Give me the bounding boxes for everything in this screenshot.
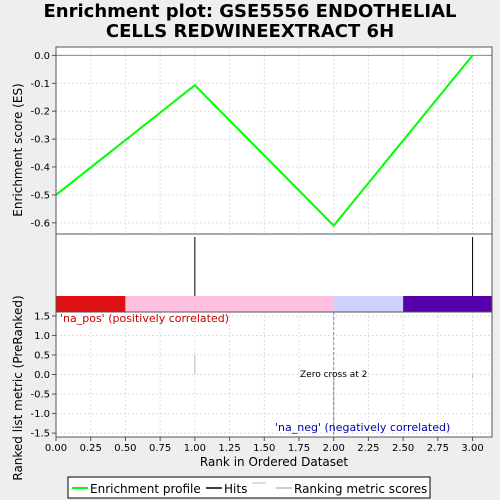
metric-y-tick-label: 1.0 bbox=[34, 331, 50, 342]
x-tick-label: 0.50 bbox=[114, 443, 136, 454]
x-tick-label: 3.00 bbox=[461, 443, 483, 454]
x-tick-label: 2.25 bbox=[357, 443, 379, 454]
es-y-ticks: 0.0 -0.1 -0.2 -0.3 -0.4 -0.5 -0.6 bbox=[30, 51, 56, 229]
enrichment-profile-line bbox=[55, 54, 474, 228]
na-pos-label: 'na_pos' (positively correlated) bbox=[60, 312, 229, 325]
metric-y-ticks: 1.5 1.0 0.5 0.0 -0.5 -1.0 -1.5 bbox=[30, 311, 56, 440]
legend-hits-label: Hits bbox=[224, 482, 247, 496]
metric-y-axis-label: Ranked list metric (PreRanked) bbox=[11, 295, 25, 480]
es-y-tick-label: 0.0 bbox=[34, 51, 50, 62]
hits-group bbox=[194, 237, 474, 296]
metric-y-tick-label: -1.5 bbox=[30, 429, 50, 440]
ranking-color-bar bbox=[56, 296, 492, 312]
es-y-tick-label: -0.4 bbox=[30, 163, 50, 174]
metric-y-tick-label: 0.0 bbox=[34, 370, 50, 381]
na-neg-label: 'na_neg' (negatively correlated) bbox=[275, 421, 450, 434]
metric-panel-frame bbox=[55, 311, 493, 438]
chart-title: Enrichment plot: GSE5556 ENDOTHELIAL CEL… bbox=[0, 2, 500, 42]
es-y-tick-label: -0.6 bbox=[30, 218, 50, 229]
x-axis-ticks: 0.00 0.25 0.50 0.75 1.00 1.25 1.50 1.75 2.00 2.25… bbox=[45, 437, 484, 454]
es-panel-background bbox=[56, 47, 492, 234]
es-grid bbox=[55, 47, 492, 234]
chart-title-line-1: Enrichment plot: GSE5556 ENDOTHELIAL bbox=[43, 1, 457, 22]
x-axis-label: Rank in Ordered Dataset bbox=[200, 455, 348, 469]
color-bar-segment bbox=[403, 296, 492, 312]
es-y-tick-label: -0.1 bbox=[30, 79, 50, 90]
metric-y-tick-label: 0.5 bbox=[34, 350, 50, 361]
chart-title-line-2: CELLS REDWINEEXTRACT 6H bbox=[105, 21, 395, 42]
metric-y-tick-label: -0.5 bbox=[30, 390, 50, 401]
legend-profile-label: Enrichment profile bbox=[90, 482, 201, 496]
color-bar-segment bbox=[56, 296, 126, 312]
es-y-tick-label: -0.3 bbox=[30, 135, 50, 146]
color-bar-segment bbox=[333, 296, 404, 312]
color-bar-segment bbox=[125, 296, 334, 312]
x-tick-label: 0.75 bbox=[149, 443, 171, 454]
x-tick-label: 2.75 bbox=[427, 443, 449, 454]
x-tick-label: 0.00 bbox=[45, 443, 67, 454]
x-tick-label: 1.25 bbox=[218, 443, 240, 454]
x-tick-label: 1.50 bbox=[253, 443, 275, 454]
x-tick-label: 1.00 bbox=[184, 443, 206, 454]
es-y-axis-label: Enrichment score (ES) bbox=[11, 83, 25, 216]
es-y-tick-label: -0.5 bbox=[30, 190, 50, 201]
x-tick-label: 2.00 bbox=[323, 443, 345, 454]
legend: Enrichment profile Hits Ranking metric s… bbox=[67, 476, 431, 499]
x-tick-label: 1.75 bbox=[288, 443, 310, 454]
x-tick-label: 0.25 bbox=[80, 443, 102, 454]
metric-y-tick-label: 1.5 bbox=[34, 311, 50, 322]
metric-y-tick-label: -1.0 bbox=[30, 409, 50, 420]
es-y-tick-label: -0.2 bbox=[30, 107, 50, 118]
zero-cross-label: Zero cross at 2 bbox=[300, 370, 367, 380]
x-tick-label: 2.50 bbox=[392, 443, 414, 454]
legend-metric-label: Ranking metric scores bbox=[294, 482, 427, 496]
legend-box bbox=[67, 476, 431, 499]
